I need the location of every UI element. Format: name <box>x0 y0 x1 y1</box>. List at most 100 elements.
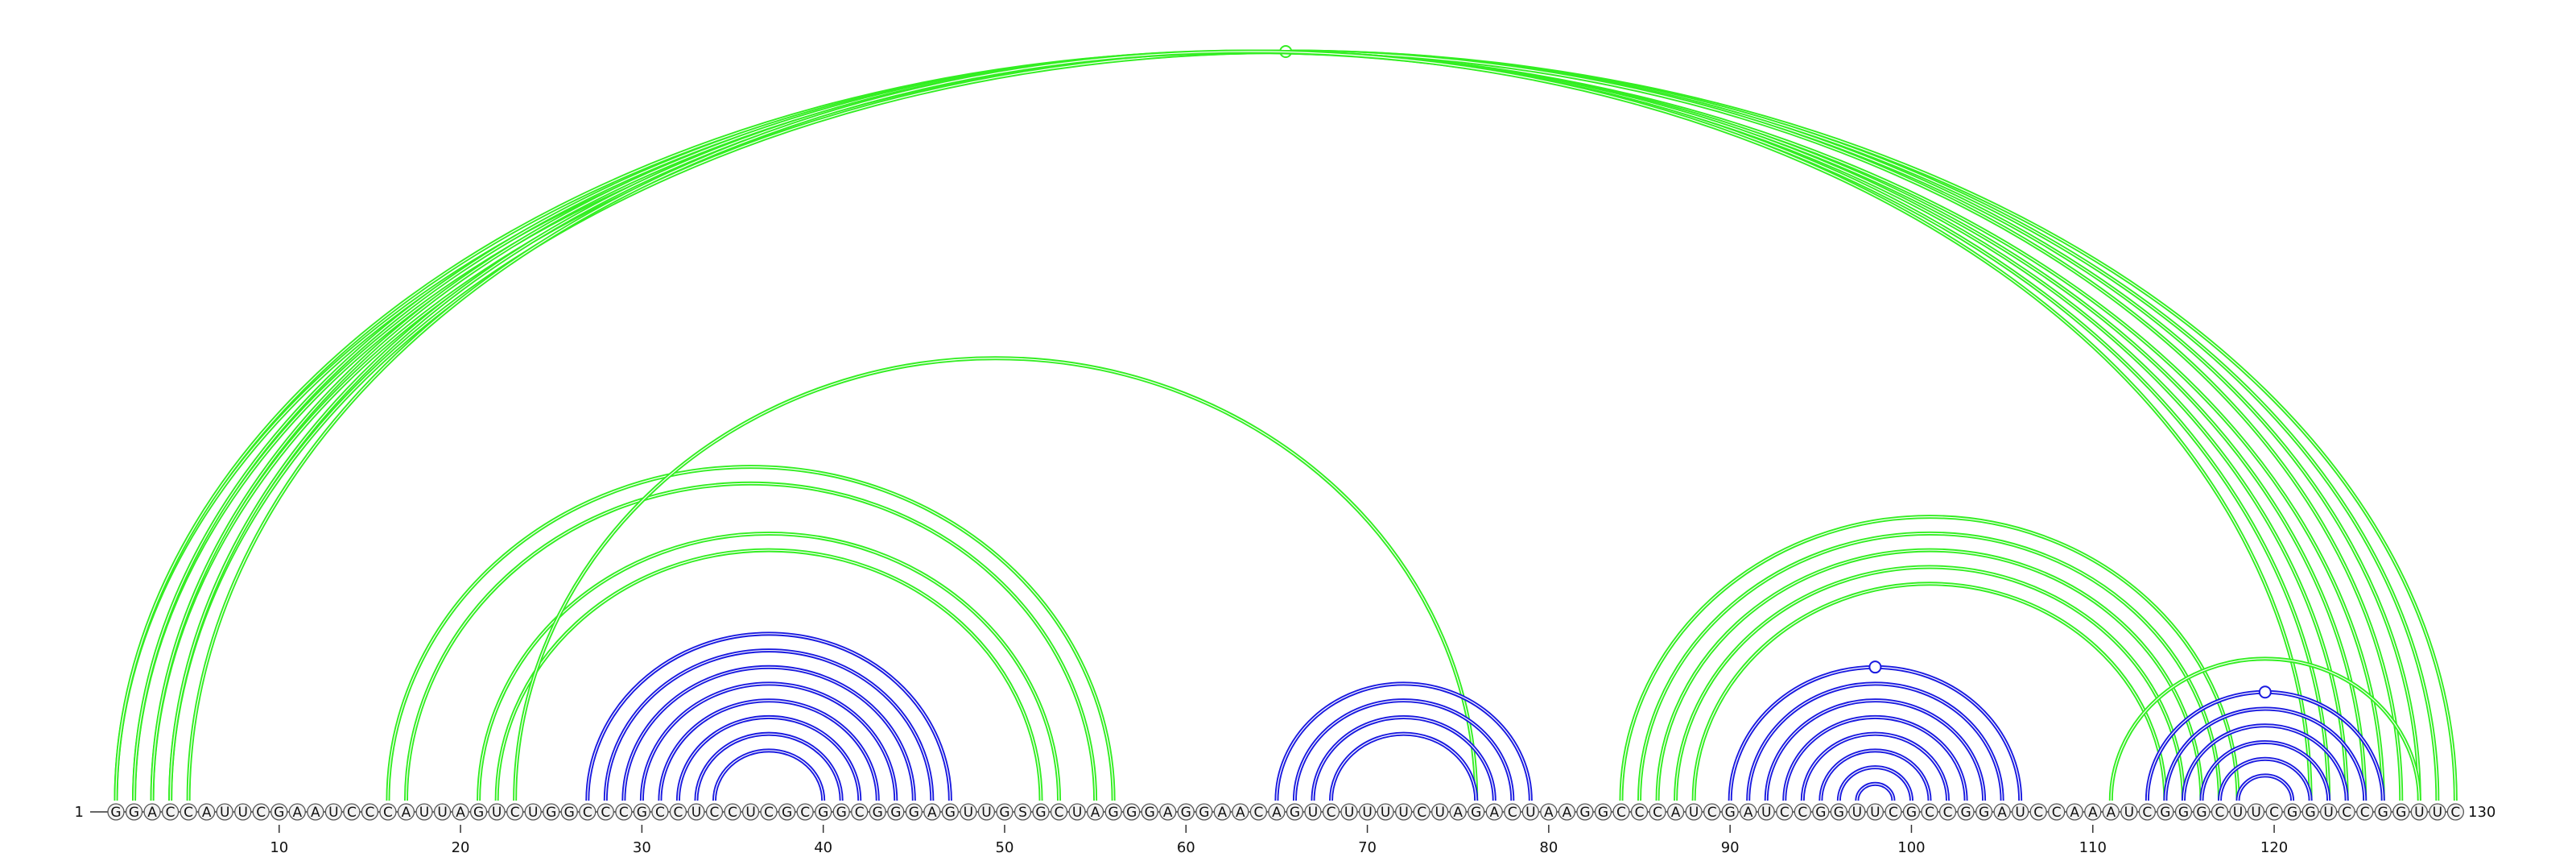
nucleotide-circle <box>1812 803 1830 821</box>
nucleotide-letter: S <box>1018 805 1027 821</box>
nucleotide-letter: U <box>1761 805 1771 821</box>
nucleotide: G <box>887 803 905 821</box>
nucleotide-circle <box>125 803 143 821</box>
tick-label-80: 80 <box>1539 839 1558 856</box>
nucleotide: G <box>1123 803 1141 821</box>
nucleotide-circle <box>2120 803 2138 821</box>
nucleotide-letter: C <box>1508 805 1517 821</box>
base-pair-arcs <box>116 46 2455 801</box>
nucleotide-letter: C <box>1925 805 1934 821</box>
nucleotide-circle <box>2446 803 2465 821</box>
arc-33-41 <box>694 731 844 801</box>
nucleotide-letter: U <box>981 805 991 821</box>
nucleotide-letter: G <box>1290 805 1300 821</box>
arc-95-101 <box>1818 748 1932 801</box>
nucleotide: U <box>488 803 506 821</box>
nucleotide-letter: G <box>836 805 847 821</box>
nucleotide: U <box>1304 803 1322 821</box>
nucleotide: A <box>1740 803 1757 821</box>
nucleotide-circle <box>1123 803 1141 821</box>
nucleotide-letter: G <box>1815 805 1826 821</box>
nucleotide-letter: C <box>1327 805 1336 821</box>
nucleotide-letter: U <box>2414 805 2424 821</box>
nucleotide-circle <box>1975 803 1993 821</box>
nucleotide-letter: G <box>564 805 575 821</box>
arc-1-130 <box>116 52 2455 801</box>
nucleotide: G <box>633 803 651 821</box>
nucleotide-letter: G <box>1035 805 1046 821</box>
nucleotide-letter: U <box>2251 805 2260 821</box>
arc-core-111-128 <box>2110 658 2420 801</box>
nucleotide-circle <box>960 803 977 821</box>
nucleotide-letter: A <box>927 805 937 821</box>
nucleotide-circle <box>1848 803 1866 821</box>
nucleotide-circle <box>1558 803 1576 821</box>
nucleotide-letter: C <box>728 805 737 821</box>
nucleotide-letter: U <box>1362 805 1372 821</box>
nucleotide-circle <box>560 803 578 821</box>
nucleotide: A <box>1213 803 1231 821</box>
nucleotide-letter: C <box>1616 805 1626 821</box>
nucleotide: U <box>1394 803 1413 821</box>
nucleotide-circle <box>1068 803 1086 821</box>
nucleotide: A <box>2102 803 2120 821</box>
nucleotide-circle <box>397 803 415 821</box>
nucleotide-letter: G <box>546 805 556 821</box>
nucleotide: G <box>560 803 578 821</box>
nucleotide-circle <box>343 803 361 821</box>
tick-label-90: 90 <box>1721 839 1740 856</box>
nucleotide-letter: U <box>2233 805 2243 821</box>
nucleotide-letter: A <box>1236 805 1245 821</box>
nucleotide-circle <box>633 803 651 821</box>
nucleotide-letter: G <box>110 805 121 821</box>
nucleotide: U <box>216 803 233 821</box>
nucleotide-letter: C <box>855 805 865 821</box>
nucleotide-letter: C <box>764 805 774 821</box>
nucleotide: G <box>1902 803 1921 821</box>
nucleotide-letter: C <box>383 805 393 821</box>
nucleotide-letter: U <box>2433 805 2442 821</box>
nucleotide: A <box>2066 803 2083 821</box>
nucleotide: G <box>1286 803 1304 821</box>
nucleotide-letter: U <box>1308 805 1318 821</box>
nucleotide-circle <box>1377 803 1394 821</box>
nucleotide-letter: G <box>1598 805 1608 821</box>
tick-label-40: 40 <box>814 839 832 856</box>
nucleotide: A <box>197 803 216 821</box>
nucleotide: C <box>1050 803 1068 821</box>
nucleotide-circle <box>1485 803 1503 821</box>
nucleotide-circle <box>741 803 760 821</box>
nucleotide-letter: A <box>402 805 411 821</box>
nucleotide-letter: C <box>1635 805 1645 821</box>
nucleotide: G <box>1195 803 1213 821</box>
nucleotide-circle <box>1649 803 1666 821</box>
arc-97-99 <box>1855 781 1896 801</box>
arc-32-42 <box>675 714 862 801</box>
end-label: 130 <box>2468 804 2496 821</box>
nucleotide-letter: C <box>2269 805 2279 821</box>
nucleotide-circle <box>107 803 125 821</box>
nucleotide-circle <box>506 803 524 821</box>
arc-core-29-45 <box>623 666 914 801</box>
nucleotide: C <box>705 803 724 821</box>
nucleotide-letter: U <box>1525 805 1535 821</box>
nucleotide: G <box>125 803 143 821</box>
nucleotide: G <box>815 803 832 821</box>
nucleotide-letter: G <box>637 805 647 821</box>
nucleotide-circle <box>524 803 542 821</box>
nucleotide-circle <box>1993 803 2011 821</box>
nucleotide-circle <box>1050 803 1068 821</box>
nucleotide-letter: U <box>237 805 247 821</box>
nucleotide-letter: U <box>691 805 701 821</box>
nucleotide-letter: U <box>1344 805 1354 821</box>
nucleotide-letter: U <box>328 805 338 821</box>
nucleotide: G <box>2157 803 2174 821</box>
nucleotide-circle <box>2229 803 2247 821</box>
nucleotide-letter: A <box>1489 805 1499 821</box>
nucleotide-circle <box>1902 803 1921 821</box>
arc-core-86-116 <box>1657 549 2202 801</box>
nucleotide-circle <box>832 803 850 821</box>
nucleotide-letter: A <box>1272 805 1282 821</box>
arc-core-84-118 <box>1620 516 2239 801</box>
